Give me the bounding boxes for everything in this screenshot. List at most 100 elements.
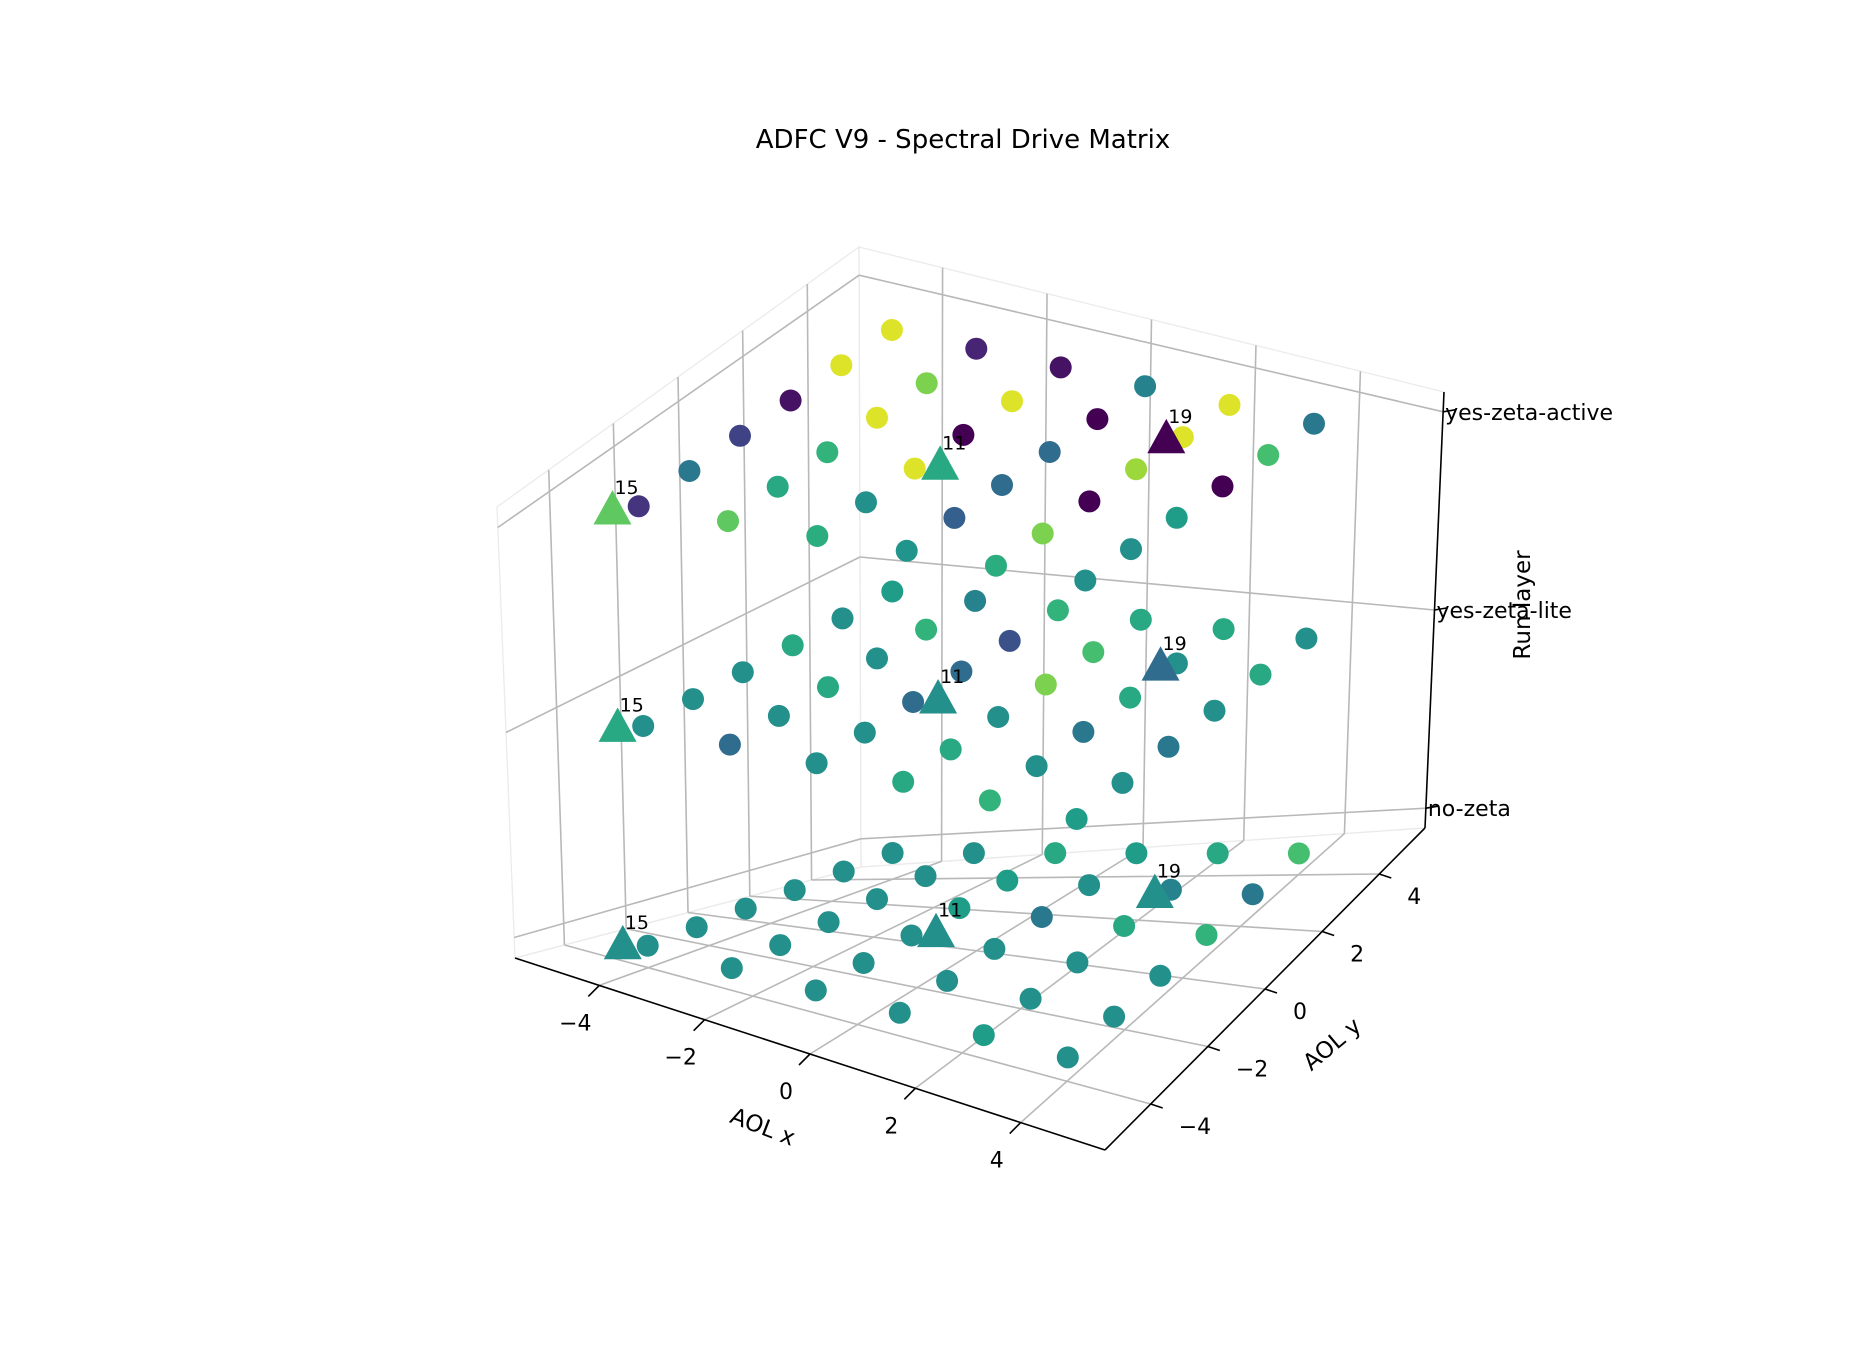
data-point (779, 389, 802, 412)
point-annotation: 19 (1157, 861, 1181, 883)
data-point (731, 661, 754, 684)
data-point (720, 957, 743, 980)
back-grid-z (859, 556, 1435, 611)
z-tick-mark (1425, 805, 1438, 809)
data-point (998, 629, 1021, 652)
data-point (987, 706, 1010, 728)
data-point (1078, 490, 1101, 513)
labeled-point-triangle (1141, 646, 1180, 681)
data-point (817, 911, 840, 934)
x-tick-mark (1009, 1122, 1022, 1135)
y-tick-label: 0 (1293, 1000, 1307, 1025)
data-point (1111, 771, 1134, 794)
data-point (880, 319, 903, 341)
data-point (1218, 393, 1241, 416)
grid-lines (497, 267, 1444, 1124)
back-grid-z (858, 274, 1444, 413)
data-point (1295, 627, 1318, 650)
data-point (915, 618, 938, 641)
data-point (1113, 915, 1136, 937)
data-point (1129, 608, 1152, 631)
data-point (1038, 441, 1061, 463)
data-point (831, 607, 854, 630)
y-tick-mark (1207, 1045, 1221, 1052)
data-point (881, 842, 904, 864)
data-point (1031, 522, 1054, 545)
data-point (1049, 356, 1072, 379)
floor-grid-y (626, 927, 1209, 1048)
data-point (881, 580, 904, 603)
x-axis-label: AOL x (726, 1103, 798, 1151)
data-point (1287, 842, 1310, 865)
x-tick-mark (693, 1019, 706, 1032)
data-point (914, 865, 937, 888)
data-point (1257, 444, 1280, 466)
data-point (767, 704, 790, 727)
y-tick-label: −4 (1179, 1115, 1211, 1140)
data-point (903, 457, 926, 480)
data-point (1206, 842, 1229, 865)
y-tick-label: 4 (1407, 885, 1421, 910)
x-tick-mark (798, 1053, 811, 1066)
y-tick-mark (1150, 1103, 1163, 1109)
data-point (830, 354, 853, 377)
data-point (1120, 538, 1142, 561)
data-point (769, 934, 792, 957)
y-tick-label: 2 (1350, 943, 1364, 968)
data-point (866, 647, 888, 670)
data-point (1078, 874, 1101, 897)
data-point (816, 441, 839, 464)
data-point (978, 789, 1001, 812)
data-point (1165, 506, 1188, 529)
z-tick-label: no-zeta (1428, 797, 1511, 822)
data-point (1249, 663, 1272, 686)
data-point (996, 869, 1019, 892)
data-point (866, 406, 888, 429)
left-grid-z (513, 838, 862, 939)
data-point (1025, 755, 1048, 778)
data-point (892, 770, 915, 793)
floor-grid-y (564, 944, 1151, 1105)
data-points: 19 19 19 11 11 11 15 15 15 (593, 319, 1325, 1069)
y-tick-mark (1264, 988, 1278, 994)
x-tick-label: 2 (884, 1114, 898, 1139)
data-point (734, 897, 757, 920)
tick-labels: −4 −2 0 2 4 −4 −2 0 2 4 no-zeta yes-zeta-lite yes-ze… (559, 401, 1613, 1174)
data-point (1019, 987, 1042, 1010)
data-point (964, 589, 987, 612)
data-point (678, 460, 701, 482)
x-tick-label: 0 (779, 1080, 793, 1105)
data-point (1065, 808, 1088, 830)
data-point (766, 475, 789, 498)
data-point (936, 969, 959, 992)
pane-floor (512, 827, 1427, 1151)
labeled-point-triangle (598, 707, 637, 742)
data-point (1241, 883, 1264, 906)
data-point (636, 934, 659, 957)
x-tick-label: −4 (559, 1011, 591, 1036)
point-annotation: 11 (940, 666, 964, 688)
x-tick-mark (903, 1087, 916, 1100)
data-point (985, 554, 1007, 577)
x-tick-label: 4 (990, 1149, 1004, 1174)
data-point (1046, 599, 1069, 622)
data-point (1303, 412, 1325, 435)
axis-lines (514, 391, 1456, 1151)
data-point (1030, 906, 1053, 928)
point-annotation: 19 (1163, 633, 1187, 655)
pane-left-wall (496, 245, 862, 959)
data-point (729, 424, 751, 447)
data-point (1044, 842, 1067, 865)
z-tick-mark (1434, 607, 1447, 611)
data-point (983, 937, 1006, 960)
data-point (853, 721, 876, 744)
data-point (943, 506, 966, 529)
data-point (783, 879, 806, 902)
data-point (682, 688, 704, 711)
data-point (1082, 641, 1105, 664)
labeled-point-triangle (603, 924, 642, 960)
z-tick-mark (1443, 409, 1456, 413)
y-axis-label: AOL y (1298, 1013, 1366, 1076)
data-point (948, 897, 971, 920)
data-point (852, 952, 875, 974)
